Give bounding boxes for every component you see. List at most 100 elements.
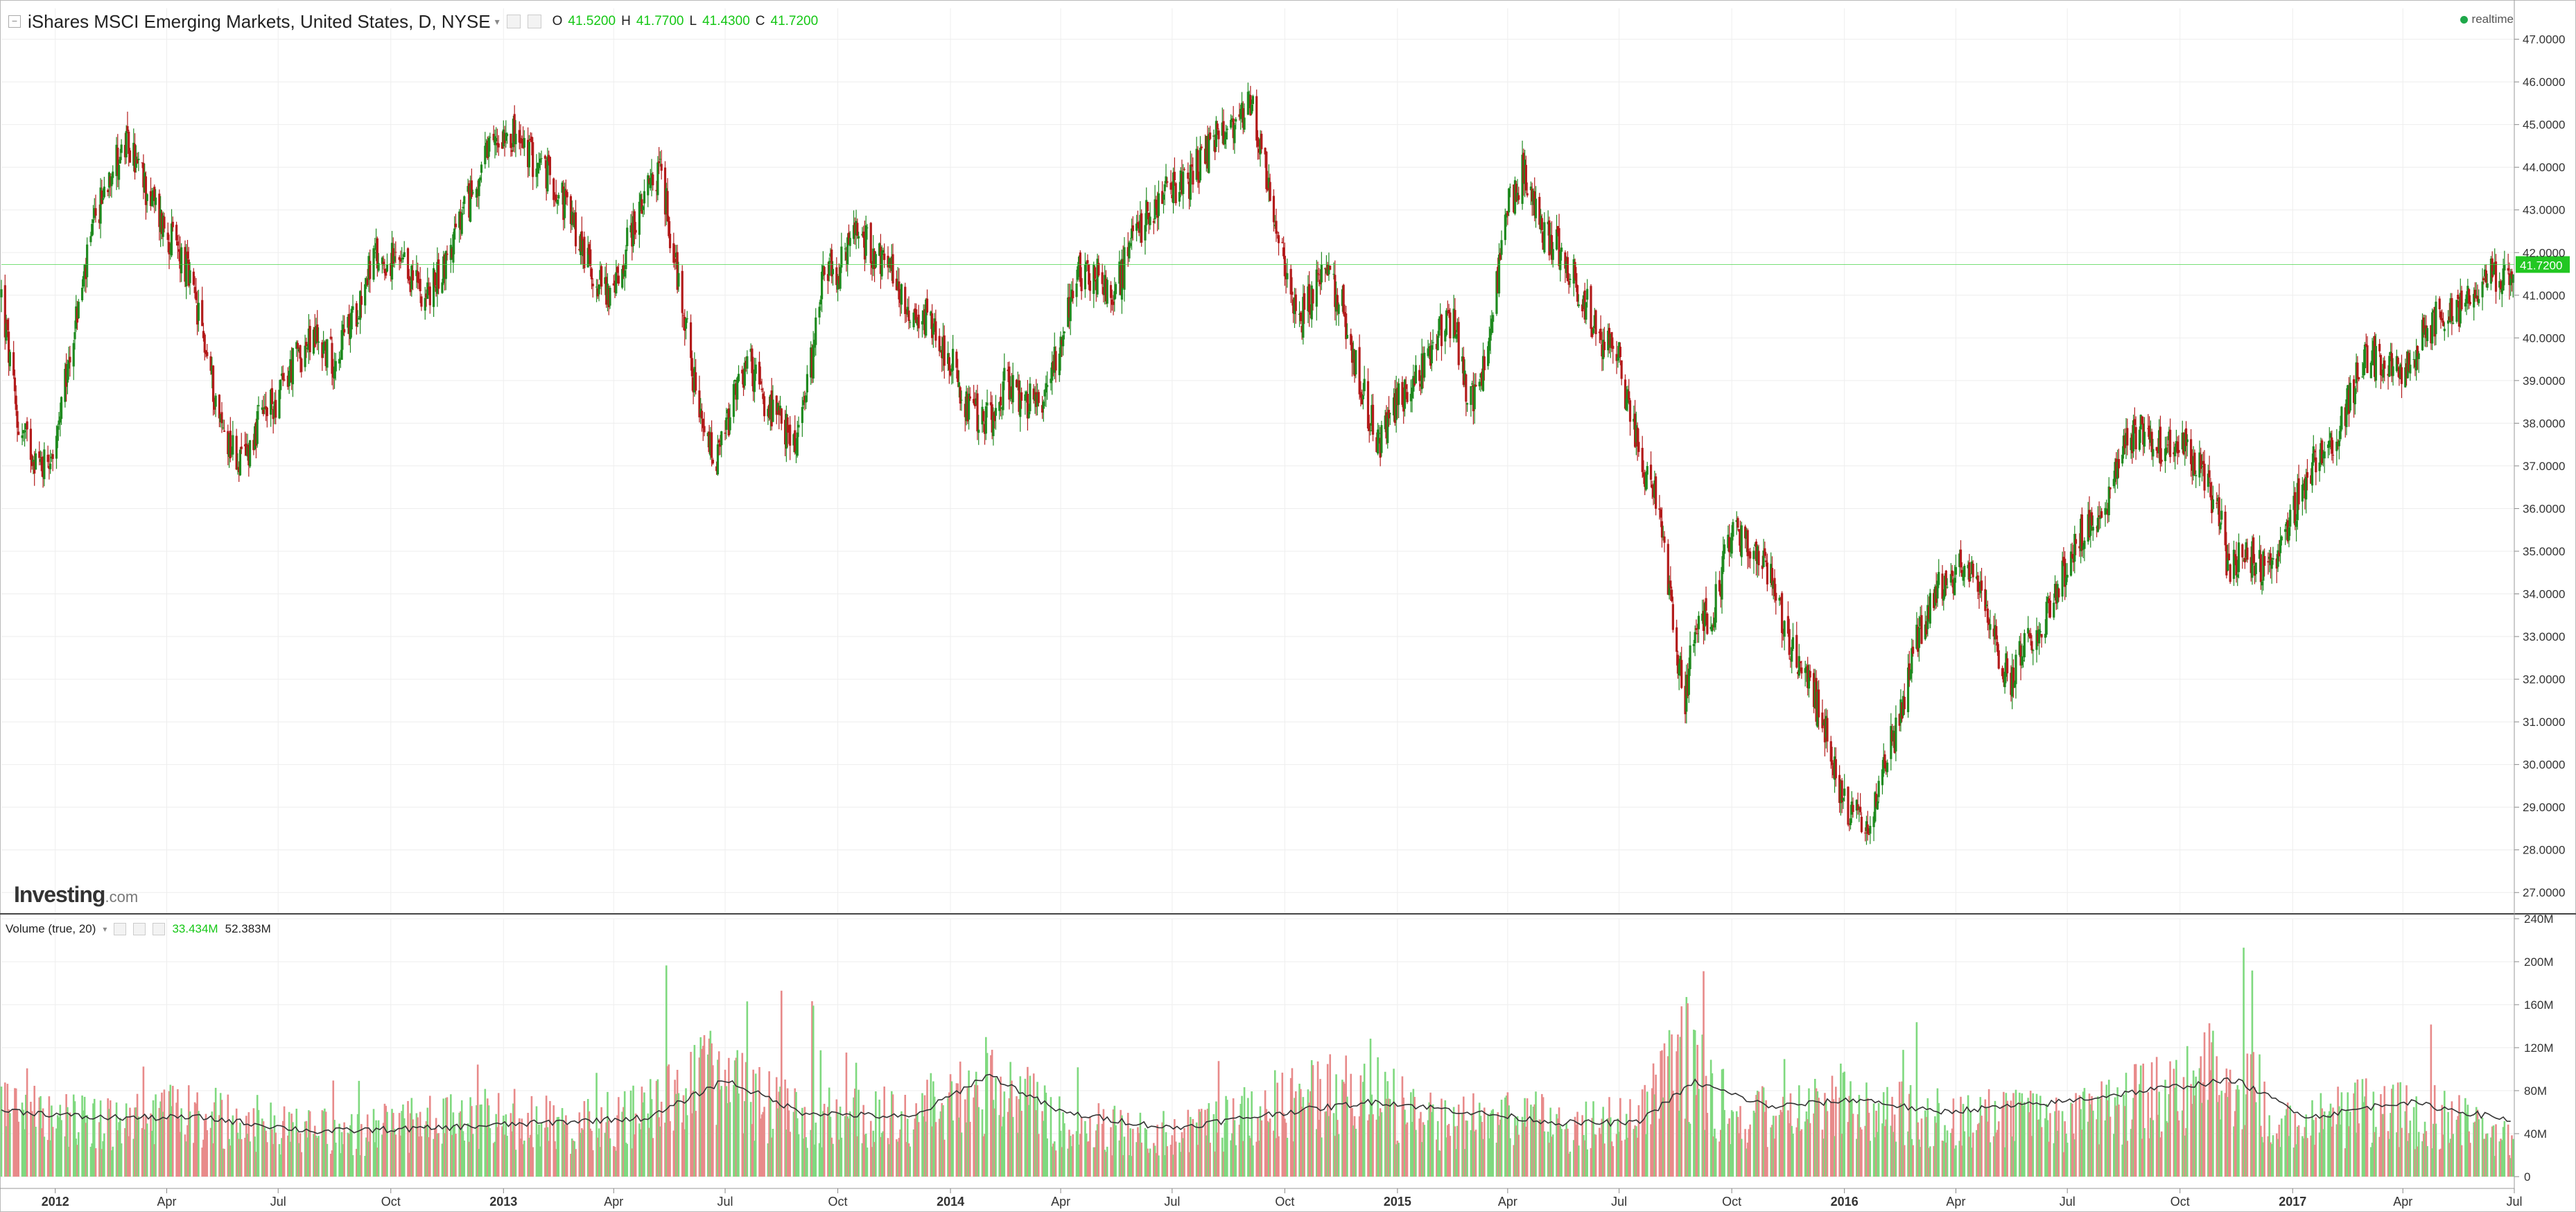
volume-bar <box>634 1113 637 1177</box>
candle-body <box>2365 344 2367 347</box>
candle-body <box>828 261 830 276</box>
candle-body <box>941 337 945 358</box>
candle-body <box>1034 395 1036 401</box>
volume-bar <box>2044 1118 2046 1177</box>
volume-bar <box>840 1137 843 1177</box>
candle-body <box>1714 584 1717 623</box>
candle-body <box>605 277 608 305</box>
volume-bar <box>2459 1112 2462 1177</box>
candle-body <box>1721 566 1723 600</box>
candle-body <box>1852 804 1854 813</box>
candle-body <box>1341 289 1343 306</box>
volume-bar <box>1969 1111 1972 1177</box>
candle-body <box>401 257 405 260</box>
candle-body <box>2409 364 2412 374</box>
volume-bar <box>2281 1118 2283 1177</box>
candle-body <box>1445 310 1448 336</box>
volume-bar <box>2302 1138 2305 1177</box>
candle-body <box>279 379 282 390</box>
chevron-down-icon[interactable]: ▾ <box>103 924 107 934</box>
candle-body <box>1633 418 1635 422</box>
volume-bar <box>692 1091 695 1177</box>
candle-body <box>1483 356 1486 370</box>
candle-body <box>2396 357 2399 365</box>
settings-icon[interactable] <box>114 923 127 935</box>
volume-bar <box>914 1118 916 1177</box>
volume-bar <box>2118 1104 2120 1177</box>
volume-bar <box>2332 1107 2334 1177</box>
candle-body <box>229 431 232 458</box>
candle-body <box>1504 214 1506 241</box>
candle-body <box>700 410 704 419</box>
candle-body <box>1847 786 1850 825</box>
volume-bar <box>75 1139 78 1177</box>
candle-body <box>2512 274 2514 283</box>
collapse-icon[interactable]: − <box>8 15 21 28</box>
volume-bar <box>358 1080 360 1177</box>
candle-body <box>874 254 877 268</box>
close-icon[interactable] <box>153 923 166 935</box>
candle-body <box>117 164 121 180</box>
volume-bar <box>1411 1122 1413 1177</box>
candle-body <box>2177 449 2180 453</box>
symbol-title[interactable]: iShares MSCI Emerging Markets, United St… <box>28 10 491 32</box>
candle-body <box>503 133 506 144</box>
volume-bar <box>2185 1128 2187 1177</box>
volume-bar <box>1619 1098 1621 1177</box>
volume-bar <box>462 1131 464 1177</box>
volume-bar <box>1882 1092 1885 1177</box>
volume-bar <box>350 1114 353 1177</box>
candle-body <box>717 440 720 443</box>
candle-body <box>726 409 729 414</box>
volume-bar <box>162 1111 164 1177</box>
volume-bar <box>1386 1081 1389 1177</box>
candle-body <box>1832 765 1835 776</box>
volume-bar <box>2056 1130 2059 1177</box>
volume-bar <box>544 1127 546 1177</box>
volume-bar <box>1898 1082 1901 1177</box>
volume-bar <box>546 1127 549 1177</box>
volume-bar <box>249 1141 251 1177</box>
candle-body <box>494 136 496 146</box>
volume-bar <box>1206 1109 1209 1177</box>
volume-bar <box>1020 1111 1022 1177</box>
format-icon[interactable] <box>133 923 146 935</box>
volume-bar <box>2284 1115 2286 1177</box>
volume-bar <box>767 1143 769 1177</box>
candle-body <box>1762 551 1765 567</box>
volume-bar <box>784 1079 786 1177</box>
chevron-down-icon[interactable]: ▾ <box>494 15 500 27</box>
candle-body <box>1855 799 1858 811</box>
candle-body <box>1752 551 1755 560</box>
volume-title[interactable]: Volume (true, 20) <box>6 922 96 935</box>
candle-body <box>1109 285 1113 298</box>
volume-bar <box>869 1120 872 1177</box>
volume-bar <box>1337 1134 1340 1177</box>
candle-body <box>2090 512 2094 526</box>
volume-bar <box>2431 1148 2433 1177</box>
volume-bar <box>1650 1124 1652 1177</box>
candle-body <box>2057 588 2060 598</box>
settings-icon[interactable] <box>506 15 521 28</box>
candle-body <box>2208 470 2211 478</box>
volume-bar <box>1818 1098 1820 1177</box>
candle-body <box>2369 363 2372 379</box>
candle-body <box>1722 551 1725 572</box>
volume-bar <box>511 1131 513 1177</box>
candle-body <box>1712 625 1715 627</box>
hide-icon[interactable] <box>527 15 541 28</box>
volume-bar <box>1463 1149 1466 1177</box>
volume-bar <box>2252 1052 2255 1177</box>
candle-body <box>1713 617 1716 627</box>
candle-body <box>848 238 851 246</box>
candle-body <box>2002 673 2005 683</box>
volume-bar <box>1645 1134 1647 1177</box>
volume-bar <box>2500 1139 2502 1177</box>
candle-body <box>2220 510 2223 520</box>
candle-body <box>1319 279 1322 285</box>
volume-bar <box>1591 1118 1594 1177</box>
volume-bar <box>1547 1132 1549 1177</box>
volume-bar <box>1771 1125 1773 1177</box>
candle-body <box>189 270 191 284</box>
